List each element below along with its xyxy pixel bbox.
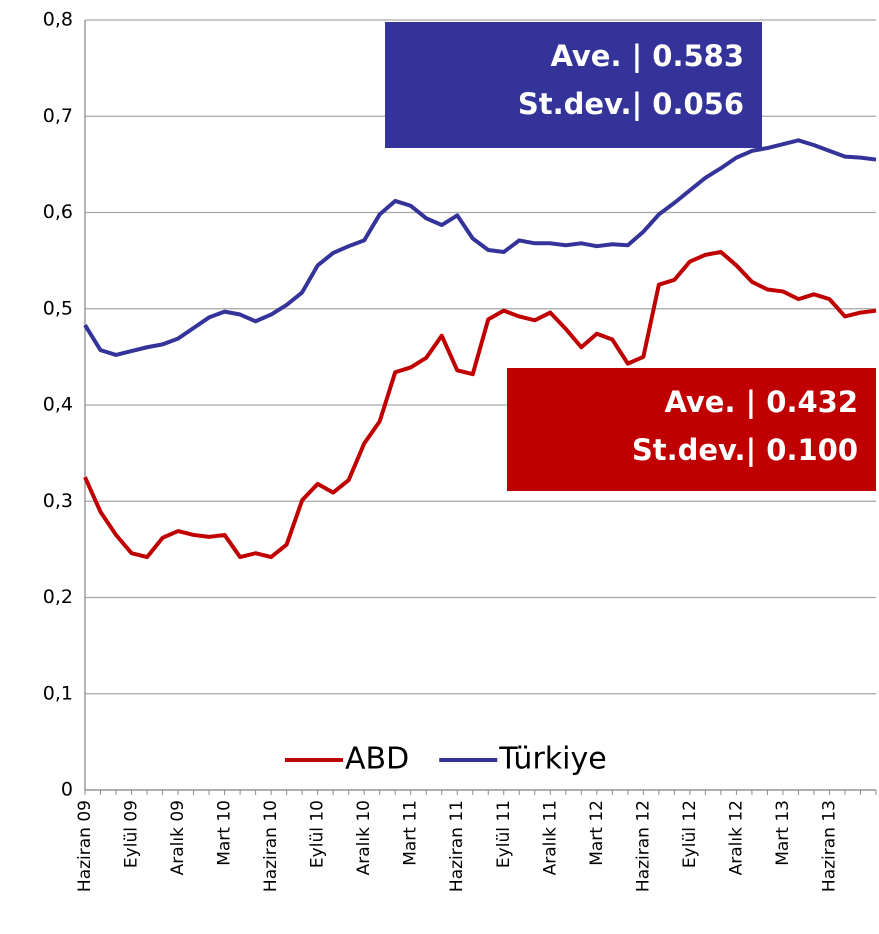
y-tick-label: 0,7 <box>43 105 73 127</box>
series-line <box>83 249 877 560</box>
x-tick-label: Mart 12 <box>587 800 607 866</box>
series-line <box>83 138 877 357</box>
y-tick-label: 0 <box>61 779 73 801</box>
x-tick-label: Eylül 10 <box>308 800 328 868</box>
x-tick-label: Eylül 09 <box>122 800 142 868</box>
x-tick-label: Mart 10 <box>215 800 235 866</box>
x-tick-label: Aralık 09 <box>168 800 188 875</box>
annotation-text: Ave. | 0.583 <box>550 39 744 73</box>
x-tick-label: Aralık 11 <box>540 800 560 875</box>
x-tick-label: Haziran 10 <box>261 800 281 892</box>
x-tick-label: Haziran 12 <box>633 800 653 892</box>
x-tick-label: Mart 13 <box>773 800 793 866</box>
y-tick-label: 0,6 <box>43 201 73 223</box>
annotation-text: St.dev.| 0.056 <box>518 87 744 121</box>
y-tick-label: 0,4 <box>43 394 73 416</box>
x-tick-label: Haziran 11 <box>447 800 467 892</box>
x-tick-label: Eylül 11 <box>494 800 514 868</box>
x-tick-label: Eylül 12 <box>680 800 700 868</box>
x-tick-label: Aralık 10 <box>354 800 374 875</box>
legend-label: ABD <box>345 742 409 777</box>
annotation-text: Ave. | 0.432 <box>664 385 858 419</box>
y-tick-label: 0,1 <box>43 682 73 704</box>
legend-label: Türkiye <box>498 742 606 777</box>
y-tick-label: 0,5 <box>43 297 73 319</box>
annotation-box <box>385 22 762 148</box>
y-tick-label: 0,2 <box>43 586 73 608</box>
x-tick-label: Haziran 13 <box>819 800 839 892</box>
y-tick-label: 0,8 <box>43 9 73 31</box>
y-tick-label: 0,3 <box>43 490 73 512</box>
x-tick-label: Haziran 09 <box>75 800 95 892</box>
annotation-box <box>507 368 876 491</box>
annotation-text: St.dev.| 0.100 <box>632 433 858 467</box>
x-tick-label: Aralık 12 <box>726 800 746 875</box>
x-tick-label: Mart 11 <box>401 800 421 866</box>
